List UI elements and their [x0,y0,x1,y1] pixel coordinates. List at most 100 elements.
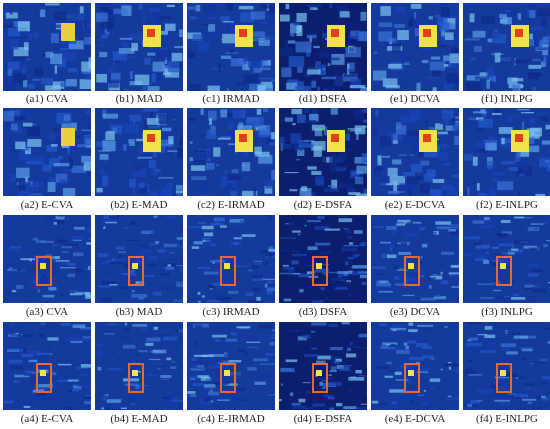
texture [494,399,511,402]
texture [105,8,113,15]
texture [520,299,523,301]
caption: (b3) MAD [115,306,163,318]
texture [547,281,550,284]
texture [219,226,229,231]
texture [527,227,540,232]
texture [372,70,387,81]
texture [280,143,283,151]
texture [413,12,416,19]
texture [336,402,343,407]
hotspot-core [408,370,414,376]
texture [354,109,364,119]
texture [298,273,309,278]
texture [241,234,256,237]
texture [150,111,153,122]
texture [485,251,490,254]
texture [491,246,500,249]
texture [540,116,549,122]
texture [51,271,55,274]
texture [434,295,442,298]
texture [146,118,161,125]
texture [355,193,367,196]
change-map [3,215,91,303]
texture [84,44,91,54]
texture [280,383,283,386]
texture [258,324,273,329]
texture [546,240,550,242]
texture [530,223,544,225]
texture [439,152,449,161]
texture [520,348,533,350]
hotspot-core [515,134,523,142]
texture [17,334,33,338]
texture [8,267,13,270]
texture [38,10,41,12]
texture [343,228,349,230]
texture [122,262,133,265]
texture [424,366,440,369]
texture [32,350,42,354]
texture [191,365,197,369]
texture [74,268,84,273]
texture [347,188,356,195]
texture [421,243,428,248]
texture [140,230,152,235]
texture [356,130,359,140]
texture [108,216,119,219]
texture [352,254,359,259]
texture [507,77,518,85]
texture [420,275,425,278]
texture [467,187,470,196]
texture [161,188,172,196]
texture [59,179,67,185]
texture [47,259,50,263]
texture [67,263,76,266]
texture [72,388,79,392]
texture [491,112,502,116]
texture [39,388,53,391]
texture [221,382,227,387]
texture [532,87,537,91]
texture [54,11,67,20]
texture [317,86,320,91]
texture [269,341,275,346]
texture [196,365,205,368]
texture [306,271,315,275]
texture [499,286,512,289]
texture [382,155,391,158]
texture [164,68,180,78]
texture [451,370,459,373]
hotspot-core [224,263,230,269]
hotspot-core [500,370,506,376]
hotspot-core [331,29,339,37]
texture [329,370,337,372]
texture [398,251,412,256]
texture [440,271,443,275]
texture [355,369,363,374]
texture [429,285,432,289]
texture [435,123,443,130]
texture [103,226,106,229]
texture [163,263,179,267]
texture [40,322,46,326]
texture [32,177,47,187]
texture [72,86,76,91]
texture [191,176,207,181]
texture [252,287,261,292]
hotspot-core [515,29,523,37]
texture [382,342,398,345]
texture [36,240,46,243]
texture [543,56,547,67]
change-map [3,108,91,196]
texture [82,268,91,270]
texture [412,221,422,224]
texture [141,243,150,248]
texture [406,221,412,226]
texture [261,278,275,281]
texture [173,193,183,196]
texture [132,324,148,327]
texture [60,322,72,326]
texture [149,190,158,196]
texture [323,126,328,136]
texture [52,244,60,246]
